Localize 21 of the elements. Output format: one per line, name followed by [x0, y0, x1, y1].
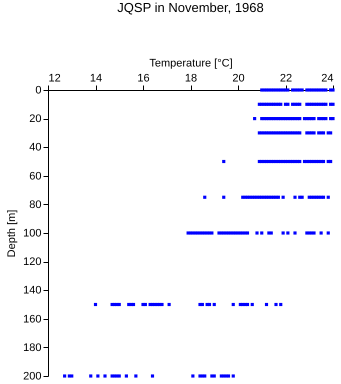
x-axis-title: Temperature [°C]: [149, 58, 233, 70]
y-tick-label: 100: [23, 228, 42, 240]
y-tick-label: 60: [29, 170, 42, 182]
x-tick-label: 22: [280, 72, 292, 84]
y-tick-label: 180: [23, 342, 42, 354]
y-tick-label: 40: [29, 142, 42, 154]
y-tick-label: 0: [35, 84, 42, 96]
y-tick-label: 80: [29, 198, 42, 211]
y-axis-title: Depth [m]: [6, 210, 18, 258]
y-tick-label: 140: [23, 284, 42, 297]
x-tick-label: 18: [184, 72, 198, 84]
chart-title: JQSP in November, 1968: [117, 0, 264, 15]
x-tick-label: 14: [90, 72, 102, 84]
y-tick-label: 200: [23, 370, 42, 382]
x-tick-label: 20: [232, 72, 245, 84]
x-tick-label: 16: [137, 72, 150, 84]
x-tick-label: 24: [321, 72, 334, 84]
y-tick-label: 20: [29, 113, 42, 126]
y-tick-label: 160: [23, 313, 42, 326]
x-tick-label: 12: [48, 72, 61, 84]
y-tick-label: 120: [23, 256, 42, 268]
